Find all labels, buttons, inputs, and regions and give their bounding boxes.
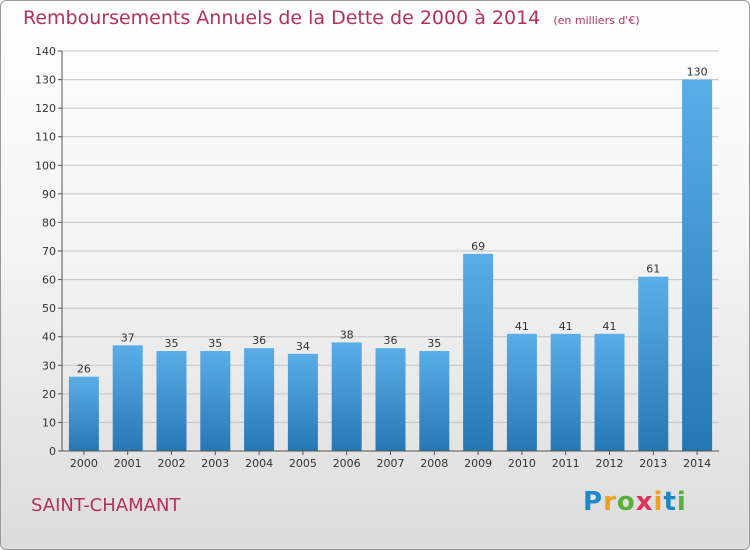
bar bbox=[638, 276, 669, 451]
chart-title: Remboursements Annuels de la Dette de 20… bbox=[23, 7, 640, 29]
x-tick-label: 2002 bbox=[158, 457, 186, 470]
bar bbox=[200, 351, 231, 451]
x-tick-label: 2008 bbox=[420, 457, 448, 470]
data-label: 35 bbox=[427, 337, 441, 350]
data-label: 36 bbox=[252, 334, 266, 347]
data-label: 38 bbox=[340, 328, 354, 341]
y-tick-label: 80 bbox=[42, 216, 56, 229]
chart-unit: (en milliers d'€) bbox=[553, 14, 640, 27]
x-tick-label: 2001 bbox=[114, 457, 142, 470]
bar bbox=[419, 351, 450, 451]
x-tick-label: 2007 bbox=[377, 457, 405, 470]
x-tick-label: 2006 bbox=[333, 457, 361, 470]
bar bbox=[287, 353, 318, 451]
x-tick-label: 2012 bbox=[596, 457, 624, 470]
logo-letter: i bbox=[676, 487, 687, 517]
data-label: 41 bbox=[603, 320, 617, 333]
x-tick-label: 2009 bbox=[464, 457, 492, 470]
x-tick-label: 2003 bbox=[201, 457, 229, 470]
y-tick-label: 40 bbox=[42, 331, 56, 344]
x-tick-label: 2010 bbox=[508, 457, 536, 470]
x-tick-label: 2013 bbox=[639, 457, 667, 470]
data-label: 61 bbox=[646, 263, 660, 276]
axes bbox=[61, 51, 719, 452]
y-tick-label: 90 bbox=[42, 188, 56, 201]
value-labels: 26 37 35 35 36 34 38 36 35 69 41 41 41 61 130 bbox=[77, 66, 708, 376]
y-tick-label: 140 bbox=[35, 45, 56, 58]
data-label: 35 bbox=[208, 337, 222, 350]
logo-letter: r bbox=[603, 487, 617, 517]
bar bbox=[156, 351, 187, 451]
bar bbox=[112, 345, 143, 451]
bar bbox=[594, 333, 625, 451]
x-tick-label: 2011 bbox=[552, 457, 580, 470]
y-axis-ticks: 0 10 20 30 40 50 60 70 80 90 100 110 120 130 140 bbox=[35, 45, 62, 458]
logo-letter: i bbox=[653, 487, 664, 517]
logo-letter: P bbox=[583, 487, 604, 517]
logo-letter: x bbox=[635, 487, 654, 517]
logo-letter: o bbox=[616, 487, 636, 517]
y-tick-label: 20 bbox=[42, 388, 56, 401]
y-tick-label: 60 bbox=[42, 274, 56, 287]
y-tick-label: 0 bbox=[49, 445, 56, 458]
y-tick-label: 100 bbox=[35, 159, 56, 172]
bar bbox=[68, 376, 99, 451]
y-tick-label: 30 bbox=[42, 359, 56, 372]
data-label: 41 bbox=[559, 320, 573, 333]
x-tick-label: 2014 bbox=[683, 457, 711, 470]
y-tick-label: 130 bbox=[35, 74, 56, 87]
bar bbox=[463, 253, 494, 451]
bar bbox=[550, 333, 581, 451]
bar bbox=[244, 348, 275, 451]
bar bbox=[682, 79, 713, 452]
data-label: 35 bbox=[165, 337, 179, 350]
bar bbox=[375, 348, 406, 451]
chart-title-text: Remboursements Annuels de la Dette de 20… bbox=[23, 7, 541, 29]
x-axis-ticks: 2000 2001 2002 2003 2004 2005 2006 2007 2008 2009… bbox=[70, 451, 711, 470]
x-tick-label: 2004 bbox=[245, 457, 273, 470]
data-label: 26 bbox=[77, 363, 91, 376]
data-label: 69 bbox=[471, 240, 485, 253]
bars bbox=[68, 79, 713, 452]
bar bbox=[506, 333, 537, 451]
data-label: 41 bbox=[515, 320, 529, 333]
y-tick-label: 110 bbox=[35, 131, 56, 144]
bar bbox=[331, 342, 362, 451]
x-tick-label: 2005 bbox=[289, 457, 317, 470]
proxiti-logo: Proxiti bbox=[583, 487, 687, 517]
y-tick-label: 50 bbox=[42, 302, 56, 315]
data-label: 130 bbox=[687, 66, 708, 79]
x-tick-label: 2000 bbox=[70, 457, 98, 470]
data-label: 34 bbox=[296, 340, 310, 353]
y-tick-label: 120 bbox=[35, 102, 56, 115]
logo-letter: t bbox=[663, 487, 677, 517]
y-tick-label: 70 bbox=[42, 245, 56, 258]
y-tick-label: 10 bbox=[42, 416, 56, 429]
place-name: SAINT-CHAMANT bbox=[31, 495, 181, 516]
data-label: 36 bbox=[384, 334, 398, 347]
data-label: 37 bbox=[121, 331, 135, 344]
